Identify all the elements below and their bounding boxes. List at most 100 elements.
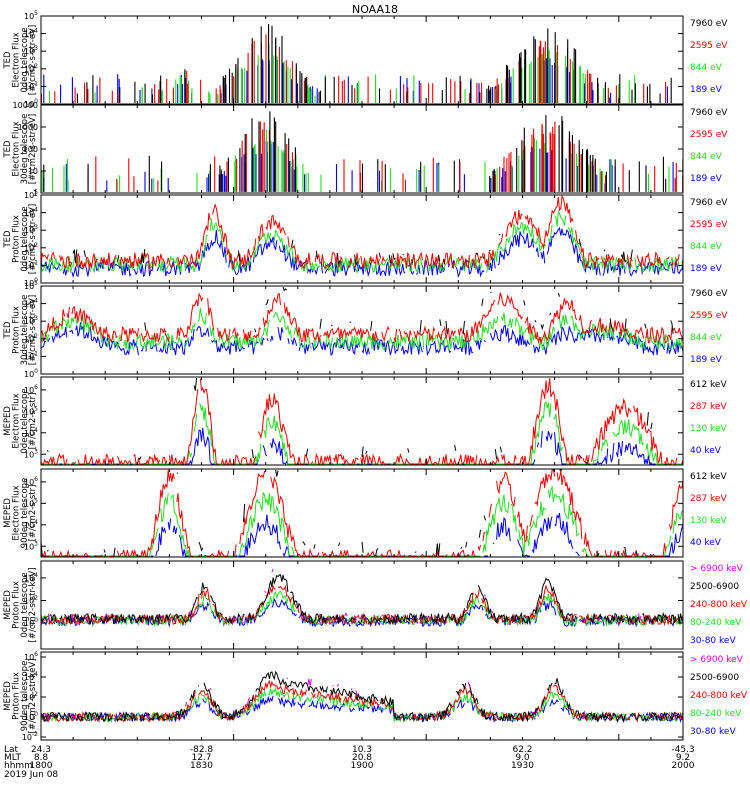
- footer-row-label: hhmm: [4, 761, 33, 771]
- y-tick-label: 105: [24, 280, 38, 291]
- y-axis-label-line: [#/cm2-s-str-eV]: [28, 295, 38, 365]
- y-axis-label-line: TED: [3, 140, 13, 159]
- y-axis-label-line: Proton Flux: [11, 215, 21, 263]
- y-axis-label-line: Electron Flux: [11, 393, 21, 448]
- legend-entry: 2500-6900: [690, 673, 739, 683]
- y-tick-label: 100: [24, 617, 38, 628]
- y-tick-label: 10000: [13, 101, 38, 110]
- y-axis-label-line: 30deg telescope: [20, 295, 30, 366]
- legend-entry: 130 keV: [690, 424, 727, 434]
- legend-entry: 80-240 keV: [690, 709, 742, 719]
- chart-title: NOAA18: [352, 3, 398, 16]
- series-line: [40, 34, 667, 103]
- series-line: [46, 677, 684, 722]
- footer-value: 24.3: [31, 745, 51, 755]
- y-axis-label-line: Proton Flux: [11, 581, 21, 629]
- y-tick-label: 100: [24, 277, 38, 288]
- footer-value: 20.8: [352, 753, 372, 763]
- series-line: [40, 307, 684, 351]
- y-tick-label: 103: [24, 448, 38, 459]
- y-axis-label-line: 0deg telescope: [20, 572, 30, 637]
- footer-value: 1800: [30, 761, 53, 771]
- y-tick-label: 104: [24, 519, 38, 530]
- legend-entry: 2595 eV: [690, 41, 728, 51]
- plot-frame: [40, 651, 684, 741]
- y-axis-label-line: 90deg telescope: [20, 661, 30, 732]
- footer-value: 1830: [190, 761, 213, 771]
- series-line: [47, 378, 682, 459]
- series-line: [40, 574, 684, 626]
- legend-entry: > 6900 keV: [690, 564, 744, 574]
- y-axis-label-line: [#/cm2-s-str]: [28, 485, 38, 542]
- legend-entry: 130 keV: [690, 516, 727, 526]
- y-axis-label-line: [#/cm2-s-str-eV]: [28, 204, 38, 274]
- y-tick-label: 105: [24, 10, 38, 21]
- y-axis-label-line: Electron Flux: [11, 32, 21, 87]
- y-axis-label-line: 0deg telescope: [20, 388, 30, 453]
- legend-entry: 189 eV: [690, 355, 723, 365]
- y-tick-label: 1: [33, 189, 38, 198]
- legend-entry: 40 keV: [690, 446, 722, 456]
- legend-entry: 7960 eV: [690, 289, 728, 299]
- legend-entry: 7960 eV: [690, 108, 728, 118]
- y-tick-label: 106: [24, 384, 38, 395]
- y-tick-label: 102: [24, 594, 38, 605]
- y-axis-label-line: Proton Flux: [11, 672, 21, 720]
- series-line: [40, 469, 684, 558]
- series-line: [40, 679, 684, 723]
- y-tick-label: 102: [24, 63, 38, 74]
- y-axis-label-line: MEPED: [3, 590, 13, 620]
- y-axis-label-line: [#/cm2-s-str-eV]: [28, 114, 38, 184]
- legend-entry: 2595 eV: [690, 311, 728, 321]
- data-traces: [40, 287, 684, 357]
- data-traces: [40, 194, 684, 279]
- y-tick-label: 104: [24, 298, 38, 309]
- time-axis-footer: Lat 24.3 -82.8 10.3 62.2 -45.3 MLT 8.8 12.7 20.8 9…: [4, 745, 695, 780]
- y-tick-label: 106: [24, 651, 38, 662]
- legend-entry: 844 eV: [690, 152, 723, 162]
- y-tick-label: 103: [24, 45, 38, 56]
- y-tick-label: 10-2: [22, 731, 38, 742]
- y-tick-label: 103: [24, 540, 38, 551]
- legend-entry: 240-800 keV: [690, 600, 748, 610]
- legend-entry: 612 keV: [690, 380, 727, 390]
- legend-entry: 844 eV: [690, 242, 723, 252]
- legend-entry: 612 keV: [690, 472, 727, 482]
- series-line: [43, 111, 684, 192]
- legend-entry: 287 keV: [690, 494, 727, 504]
- legend-entry: 40 keV: [690, 538, 722, 548]
- y-axis-label-line: 30deg telescope: [20, 114, 30, 185]
- footer-value: 12.7: [191, 753, 211, 763]
- y-axis-label-line: MEPED: [3, 498, 13, 528]
- y-axis-label-line: Electron Flux: [11, 485, 21, 540]
- y-axis-label-line: 0deg telescope: [20, 206, 30, 271]
- data-traces: [40, 569, 684, 628]
- y-axis-label-line: TED: [3, 51, 13, 70]
- y-tick-label: 101: [24, 350, 38, 361]
- y-axis-label-line: [#/cm2-s-str-keV]: [28, 568, 38, 643]
- y-tick-label: 103: [24, 224, 38, 235]
- y-axis-label-line: 90deg telescope: [20, 478, 30, 549]
- footer-row-label: Lat: [4, 745, 19, 755]
- y-axis-label-line: TED: [3, 230, 13, 249]
- date-label: 2019 Jun 08: [4, 770, 58, 780]
- y-axis-label-line: 0deg telescope: [20, 27, 30, 92]
- footer-value: 9.0: [515, 753, 530, 763]
- footer-value: 9.2: [676, 753, 690, 763]
- legend-entry: 30-80 keV: [690, 727, 736, 737]
- legend-entry: 7960 eV: [690, 198, 728, 208]
- plot-frame: [40, 15, 684, 105]
- footer-value: -82.8: [190, 745, 214, 755]
- y-tick-label: 104: [24, 427, 38, 438]
- legend-entry: 287 keV: [690, 402, 727, 412]
- y-axis-label-line: TED: [3, 321, 13, 340]
